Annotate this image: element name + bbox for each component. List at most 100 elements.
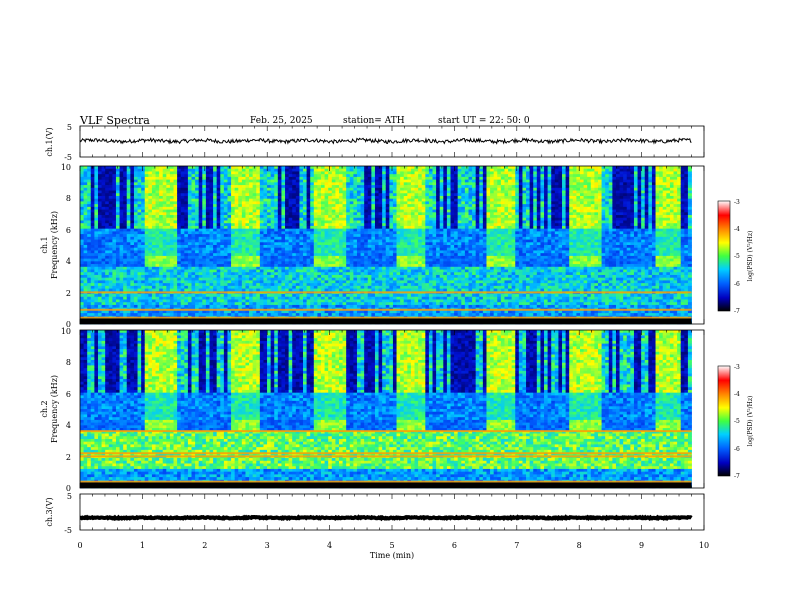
spectrogram-cell: [252, 174, 257, 178]
spectrogram-cell: [213, 185, 218, 189]
spectrogram-cell: [331, 274, 336, 279]
spectrogram-cell: [133, 217, 138, 221]
spectrogram-cell: [97, 245, 102, 249]
spectrogram-cell: [159, 168, 164, 172]
spectrogram-cell: [231, 258, 236, 262]
spectrogram-cell: [223, 239, 228, 243]
spectrogram-cell: [256, 231, 261, 235]
spectrogram-cell: [270, 234, 275, 238]
spectrogram-cell: [234, 266, 239, 270]
spectrogram-cell: [328, 212, 333, 216]
spectrogram-cell: [123, 215, 128, 219]
spectrogram-cell: [356, 231, 361, 235]
spectrogram-cell: [112, 209, 117, 213]
spectrogram-cell: [346, 206, 351, 210]
spectrogram-cell: [177, 236, 182, 240]
spectrogram-cell: [281, 220, 286, 224]
spectrogram-cell: [177, 253, 182, 257]
spectrogram-cell: [274, 220, 279, 224]
spectrogram-cell: [202, 302, 207, 306]
spectrogram-cell: [346, 288, 351, 292]
spectrogram-cell: [231, 253, 236, 257]
spectrogram-cell: [256, 299, 261, 303]
spectrogram-cell: [306, 239, 311, 243]
spectrogram-cell: [241, 304, 246, 309]
spectrogram-cell: [126, 236, 131, 240]
spectrogram-cell: [292, 280, 297, 284]
spectrogram-cell: [241, 288, 246, 292]
spectrogram-cell: [285, 215, 290, 219]
spectrogram-cell: [141, 247, 146, 251]
spectrogram-cell: [346, 264, 351, 268]
spectrogram-cell: [162, 185, 167, 189]
spectrogram-cell: [378, 176, 383, 181]
spectrogram-cell: [364, 223, 369, 227]
spectrogram-cell: [238, 288, 243, 292]
spectrogram-cell: [317, 220, 322, 224]
spectrogram-cell: [191, 174, 196, 178]
spectrogram-cell: [245, 212, 250, 216]
spectrogram-cell: [252, 206, 257, 210]
spectrogram-cell: [94, 245, 99, 249]
spectrogram-cell: [274, 294, 279, 298]
spectrogram-cell: [141, 296, 146, 300]
spectrogram-cell: [191, 255, 196, 260]
spectrogram-cell: [277, 261, 282, 265]
spectrogram-cell: [216, 299, 221, 303]
spectrogram-cell: [364, 250, 369, 254]
spectrogram-cell: [349, 302, 354, 306]
spectrogram-cell: [90, 215, 95, 219]
spectrogram-cell: [360, 313, 365, 317]
spectrogram-cell: [123, 250, 128, 254]
spectrogram-cell: [159, 225, 164, 230]
spectrogram-cell: [342, 209, 347, 213]
spectrogram-cell: [202, 280, 207, 284]
spectrogram-cell: [205, 204, 210, 208]
spectrogram-cell: [180, 302, 185, 306]
spectrogram-cell: [374, 171, 379, 175]
spectrogram-cell: [364, 296, 369, 300]
spectrogram-cell: [126, 193, 131, 197]
spectrogram-cell: [267, 277, 272, 281]
spectrogram-cell: [227, 310, 232, 314]
spectrogram-cell: [310, 176, 315, 181]
spectrogram-cell: [346, 310, 351, 314]
spectrogram-cell: [155, 174, 160, 178]
spectrogram-cell: [141, 304, 146, 309]
spectrogram-cell: [238, 310, 243, 314]
spectrogram-cell: [328, 223, 333, 227]
spectrogram-cell: [356, 253, 361, 257]
spectrogram-cell: [241, 313, 246, 317]
spectrogram-cell: [249, 225, 254, 230]
spectrogram-cell: [94, 304, 99, 309]
spectrogram-cell: [90, 176, 95, 181]
spectrogram-cell: [105, 274, 110, 279]
spectrogram-cell: [285, 261, 290, 265]
spectrogram-cell: [155, 198, 160, 202]
spectrogram-cell: [90, 261, 95, 265]
spectrogram-cell: [249, 299, 254, 303]
spectrogram-cell: [105, 296, 110, 300]
spectrogram-cell: [97, 190, 102, 194]
spectrogram-cell: [263, 182, 268, 186]
spectrogram-cell: [198, 193, 203, 197]
spectrogram-cell: [223, 277, 228, 281]
spectrogram-cell: [281, 313, 286, 317]
spectrogram-cell: [97, 195, 102, 200]
spectrogram-cell: [378, 234, 383, 238]
spectrogram-cell: [220, 302, 225, 306]
spectrogram-cell: [317, 280, 322, 284]
spectrogram-cell: [115, 294, 120, 298]
spectrogram-cell: [187, 171, 192, 175]
spectrogram-cell: [324, 206, 329, 210]
spectrogram-cell: [169, 258, 174, 262]
spectrogram-cell: [202, 239, 207, 243]
spectrogram-cell: [382, 193, 387, 197]
spectrogram-cell: [324, 176, 329, 181]
spectrogram-cell: [191, 253, 196, 257]
spectrogram-cell: [234, 201, 239, 205]
spectrogram-cell: [94, 274, 99, 279]
spectrogram-cell: [227, 288, 232, 292]
spectrogram-cell: [356, 304, 361, 309]
spectrogram-cell: [371, 228, 376, 232]
